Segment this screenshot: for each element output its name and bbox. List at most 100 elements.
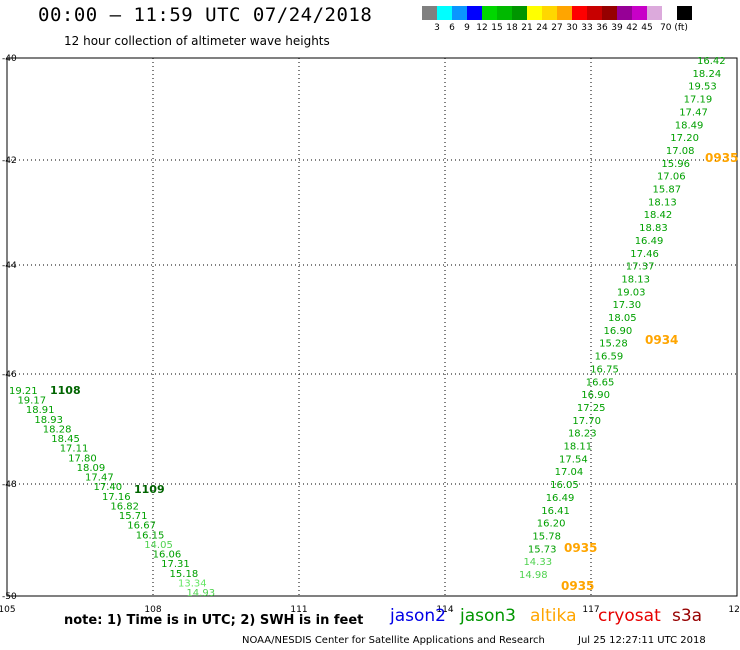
- track-right-value: 18.49: [675, 120, 704, 131]
- scale-label: 70 (ft): [660, 23, 688, 33]
- lat-tick-label: -50: [2, 592, 17, 602]
- track-right-value: 19.53: [688, 82, 717, 93]
- lon-tick-label: 108: [144, 605, 161, 615]
- scale-label: 15: [491, 23, 503, 33]
- track-right-value: 17.37: [626, 262, 655, 273]
- track-right-time: 0935: [705, 151, 738, 165]
- track-right-value: 17.04: [555, 467, 584, 478]
- legend-jason2: jason2: [390, 606, 446, 626]
- scale-swatch: [437, 6, 452, 20]
- track-left-value: 17.11: [60, 444, 89, 455]
- legend-jason3: jason3: [460, 606, 516, 626]
- scale-swatch: [422, 6, 437, 20]
- track-right-value: 17.70: [572, 416, 601, 427]
- track-left-value: 13.34: [178, 578, 207, 589]
- track-right-value: 15.78: [532, 531, 561, 542]
- track-right-value: 15.96: [661, 159, 690, 170]
- lat-tick-label: -44: [2, 261, 17, 271]
- track-right-value: 18.83: [639, 223, 668, 234]
- track-left-value: 15.71: [119, 511, 148, 522]
- track-right-value: 17.47: [679, 107, 708, 118]
- track-right-value: 17.54: [559, 454, 588, 465]
- track-right-value: 16.90: [581, 390, 610, 401]
- track-right-value: 15.87: [653, 185, 682, 196]
- map-frame: [6, 57, 738, 597]
- scale-swatch: [557, 6, 572, 20]
- track-left-value: 18.45: [51, 434, 80, 445]
- track-left-time: 1108: [50, 384, 81, 397]
- scale-label: 24: [536, 23, 548, 33]
- scale-label: 36: [596, 23, 608, 33]
- scale-swatch: [587, 6, 602, 20]
- units-note: note: 1) Time is in UTC; 2) SWH is in fe…: [64, 613, 364, 628]
- track-right-value: 18.24: [693, 69, 722, 80]
- track-right-time: 0934: [645, 333, 678, 347]
- track-right-value: 15.73: [528, 544, 557, 555]
- credit-line: NOAA/NESDIS Center for Satellite Applica…: [242, 635, 545, 646]
- track-left-value: 18.09: [77, 463, 106, 474]
- lat-tick-label: -40: [2, 54, 17, 64]
- scale-swatch: [662, 6, 677, 20]
- track-right-value: 16.49: [635, 236, 664, 247]
- scale-swatch: [617, 6, 632, 20]
- scale-label: 18: [506, 23, 518, 33]
- track-left-value: 14.05: [144, 540, 173, 551]
- legend-s3a: s3a: [672, 606, 703, 626]
- track-right-value: 16.41: [541, 506, 570, 517]
- track-right-value: 16.59: [595, 352, 624, 363]
- scale-label: 42: [626, 23, 638, 33]
- scale-label: 21: [521, 23, 533, 33]
- track-left-value: 16.82: [110, 501, 139, 512]
- track-left-time: 1109: [134, 483, 165, 496]
- track-left-value: 19.21: [9, 386, 38, 397]
- scale-label: 9: [464, 23, 470, 33]
- scale-label: 33: [581, 23, 593, 33]
- lon-tick-label: 117: [582, 605, 599, 615]
- track-right-value: 17.19: [684, 95, 713, 106]
- track-right-value: 18.05: [608, 313, 637, 324]
- track-right-value: 19.03: [617, 287, 646, 298]
- page-subtitle: 12 hour collection of altimeter wave hei…: [64, 34, 330, 48]
- scale-swatch: [632, 6, 647, 20]
- scale-swatch: [527, 6, 542, 20]
- track-left-value: 18.93: [34, 415, 63, 426]
- wave-height-color-scale: [422, 6, 692, 20]
- track-right-value: 14.33: [523, 557, 552, 568]
- scale-swatch: [602, 6, 617, 20]
- track-right-time: 0935: [561, 579, 594, 593]
- track-left-value: 14.93: [186, 588, 215, 599]
- scale-label: 39: [611, 23, 623, 33]
- track-left-value: 17.47: [85, 473, 114, 484]
- generated-timestamp: Jul 25 12:27:11 UTC 2018: [578, 635, 706, 646]
- scale-swatch: [497, 6, 512, 20]
- track-right-value: 17.30: [612, 300, 641, 311]
- track-left-value: 15.18: [170, 569, 199, 580]
- lon-tick-label: 120: [728, 605, 740, 615]
- page-title: 00:00 – 11:59 UTC 07/24/2018: [38, 4, 373, 26]
- scale-label: 30: [566, 23, 578, 33]
- track-right-value: 16.42: [697, 56, 726, 67]
- track-left-value: 18.91: [26, 405, 55, 416]
- track-right-value: 18.13: [621, 274, 650, 285]
- scale-label: 27: [551, 23, 563, 33]
- scale-swatch: [467, 6, 482, 20]
- track-right-value: 18.23: [568, 429, 597, 440]
- track-left-value: 16.67: [127, 521, 156, 532]
- track-right-time: 0935: [564, 541, 597, 555]
- lat-tick-label: -46: [2, 370, 17, 380]
- track-right-value: 16.65: [586, 377, 615, 388]
- track-right-value: 16.90: [604, 326, 633, 337]
- track-right-value: 14.98: [519, 570, 548, 581]
- track-left-value: 19.17: [17, 396, 46, 407]
- track-right-value: 18.13: [648, 197, 677, 208]
- scale-label: 12: [476, 23, 488, 33]
- lon-tick-label: 105: [0, 605, 16, 615]
- track-right-value: 16.49: [546, 493, 575, 504]
- track-right-value: 17.25: [577, 403, 606, 414]
- track-right-value: 16.05: [550, 480, 579, 491]
- track-right-value: 17.46: [630, 249, 659, 260]
- track-left-value: 16.15: [136, 530, 165, 541]
- scale-swatch: [452, 6, 467, 20]
- track-right-value: 15.28: [599, 339, 628, 350]
